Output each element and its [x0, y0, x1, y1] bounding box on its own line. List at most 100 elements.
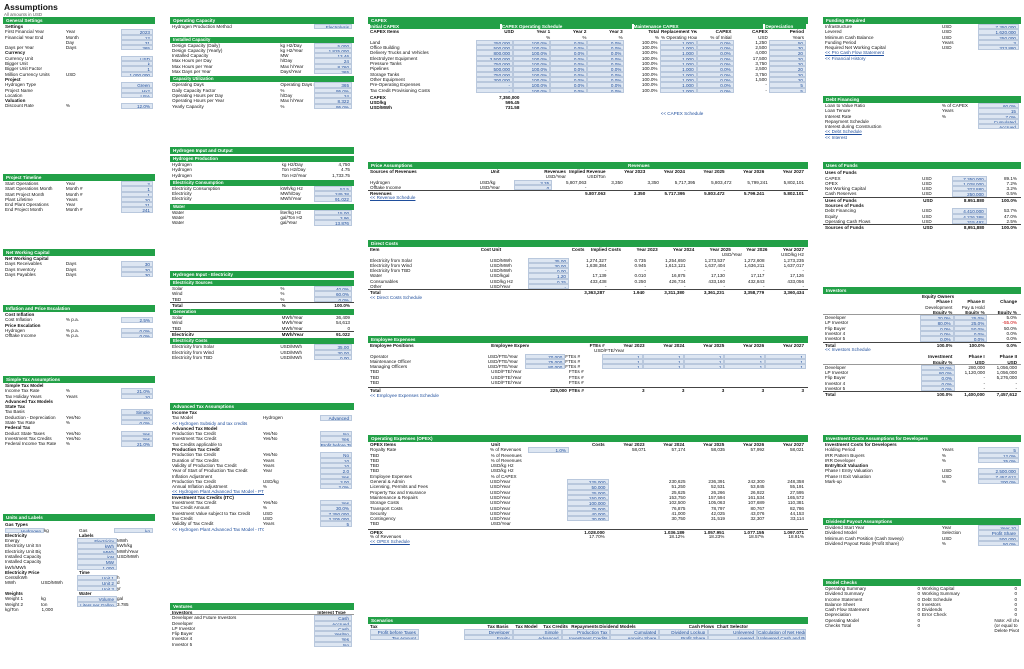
input-cell[interactable]: 0.0%: [550, 45, 588, 51]
input-cell[interactable]: 15: [978, 108, 1019, 114]
input-cell[interactable]: 0.0%: [587, 66, 625, 72]
input-cell[interactable]: 1: [602, 353, 643, 359]
input-cell[interactable]: 30: [121, 271, 153, 278]
input-cell[interactable]: 0.0%: [919, 325, 954, 332]
input-cell[interactable]: 8,760: [314, 63, 352, 70]
input-cell[interactable]: Yes: [121, 435, 153, 442]
input-cell[interactable]: 365: [314, 69, 352, 75]
input-cell[interactable]: 20: [768, 76, 806, 83]
input-cell[interactable]: 0.0%: [696, 50, 734, 56]
input-cell[interactable]: 1: [765, 364, 806, 370]
input-cell[interactable]: 0.0%: [550, 76, 588, 83]
input-cell[interactable]: 0.0%: [587, 39, 625, 46]
input-cell[interactable]: Equity: [463, 634, 513, 640]
input-cell[interactable]: Liters per Gallon: [77, 601, 117, 607]
revenue-schedule-link[interactable]: << Revenue Schedule: [370, 195, 416, 201]
input-cell[interactable]: kW: [77, 553, 117, 560]
input-cell[interactable]: Unlevered Cash and Profits: [757, 634, 807, 640]
input-cell[interactable]: Unit 2: [77, 580, 117, 586]
input-cell[interactable]: 0.00: [527, 268, 569, 274]
input-cell[interactable]: 70,000: [524, 353, 566, 359]
input-cell[interactable]: 30: [121, 266, 153, 272]
input-cell[interactable]: MW: [77, 559, 117, 565]
input-cell[interactable]: No: [121, 414, 153, 421]
input-cell[interactable]: 12.0%: [978, 452, 1019, 458]
input-cell[interactable]: 0.0%: [696, 82, 734, 88]
input-cell[interactable]: 13.46: [314, 53, 352, 59]
input-cell[interactable]: 40.0%: [314, 286, 352, 292]
input-cell[interactable]: Electricity: [77, 538, 117, 544]
input-cell[interactable]: 0.0%: [696, 45, 734, 51]
input-cell[interactable]: 0.0%: [587, 76, 625, 83]
input-cell[interactable]: 3.96: [314, 215, 352, 221]
input-cell[interactable]: Volume: [77, 596, 117, 602]
input-cell[interactable]: 1: [724, 364, 766, 370]
input-cell[interactable]: Hx2: [121, 87, 153, 93]
input-cell[interactable]: 1: [724, 358, 766, 365]
input-cell[interactable]: 0.0%: [696, 39, 734, 46]
direct-costs-schedule-link[interactable]: << Direct Costs Schedule: [370, 294, 423, 300]
input-cell[interactable]: Hydrogen: [5, 527, 44, 533]
input-cell[interactable]: 100.0%: [513, 50, 551, 56]
input-cell[interactable]: 0.0%: [550, 87, 588, 93]
investors-schedule-link[interactable]: << Investors Schedule: [825, 346, 871, 352]
input-cell[interactable]: Production Tax: [561, 629, 611, 635]
input-cell[interactable]: USA: [121, 92, 153, 99]
input-cell[interactable]: 500,000: [978, 535, 1019, 541]
input-cell[interactable]: 75,000: [567, 505, 609, 511]
input-cell[interactable]: 25.0%: [978, 457, 1019, 464]
input-cell[interactable]: 0.0%: [314, 296, 352, 302]
input-cell[interactable]: 30: [768, 45, 806, 51]
input-cell[interactable]: 91,022: [314, 196, 352, 202]
input-cell[interactable]: 50.0%: [978, 540, 1019, 547]
input-cell[interactable]: 20.0%: [919, 315, 954, 321]
input-cell[interactable]: Yes: [319, 500, 353, 506]
input-cell[interactable]: 1: [683, 353, 725, 359]
input-cell[interactable]: Profit Share: [659, 634, 709, 640]
input-cell[interactable]: Accrued: [314, 620, 352, 626]
input-cell[interactable]: 1,028,000: [952, 180, 987, 187]
input-cell[interactable]: 21.0%: [121, 388, 153, 394]
input-cell[interactable]: 0.0%: [696, 66, 734, 72]
interest-link[interactable]: << Interest: [825, 134, 847, 140]
input-cell[interactable]: 50,000: [567, 484, 609, 490]
input-cell[interactable]: 0.25: [527, 278, 569, 285]
input-cell[interactable]: Simple: [121, 409, 153, 415]
input-cell[interactable]: 1: [121, 186, 153, 192]
input-cell[interactable]: 0.0%: [696, 71, 734, 77]
input-cell[interactable]: 30.0%: [319, 505, 353, 511]
input-cell[interactable]: 7,350,000: [978, 24, 1019, 30]
input-cell[interactable]: Cash: [314, 625, 352, 632]
input-cell[interactable]: Cumulated: [610, 629, 660, 635]
input-cell[interactable]: 100.0%: [513, 82, 551, 88]
input-cell[interactable]: 25,000: [567, 489, 609, 495]
input-cell[interactable]: k: [121, 61, 153, 67]
input-cell[interactable]: 5: [319, 521, 353, 527]
input-cell[interactable]: 50: [768, 39, 806, 46]
input-cell[interactable]: 20.0%: [921, 364, 955, 371]
input-cell[interactable]: 0.0%: [696, 87, 734, 93]
input-cell[interactable]: Profit Share: [978, 530, 1019, 536]
schedule-link[interactable]: << Hydrogen Plant Advanced Tax Model - I…: [172, 526, 264, 532]
input-cell[interactable]: 300,000: [475, 76, 514, 83]
input-cell[interactable]: 5: [768, 82, 806, 88]
input-cell[interactable]: 0.0%: [550, 82, 588, 88]
input-cell[interactable]: 15.00: [314, 209, 352, 216]
input-cell[interactable]: 0.0%: [587, 82, 625, 88]
input-cell[interactable]: 1: [765, 358, 806, 365]
input-cell[interactable]: 50.0%: [953, 325, 988, 332]
input-cell[interactable]: 2.0%: [319, 484, 353, 490]
input-cell[interactable]: Cumulated: [978, 118, 1019, 125]
input-cell[interactable]: 24: [314, 92, 352, 99]
input-cell[interactable]: 2: [121, 181, 153, 187]
input-cell[interactable]: 1,000: [659, 50, 697, 56]
input-cell[interactable]: 0.0%: [919, 336, 954, 342]
input-cell[interactable]: Green: [121, 82, 153, 88]
capex-schedule-link[interactable]: << CAPEX Schedule: [660, 110, 704, 116]
input-cell[interactable]: 13,876: [314, 220, 352, 226]
input-cell[interactable]: 5,000: [314, 42, 352, 48]
input-cell[interactable]: 2.5%: [121, 317, 153, 323]
input-cell[interactable]: 100.0%: [513, 76, 551, 83]
input-cell[interactable]: 2,205,000: [319, 515, 353, 522]
input-cell[interactable]: 30.00: [527, 262, 569, 269]
